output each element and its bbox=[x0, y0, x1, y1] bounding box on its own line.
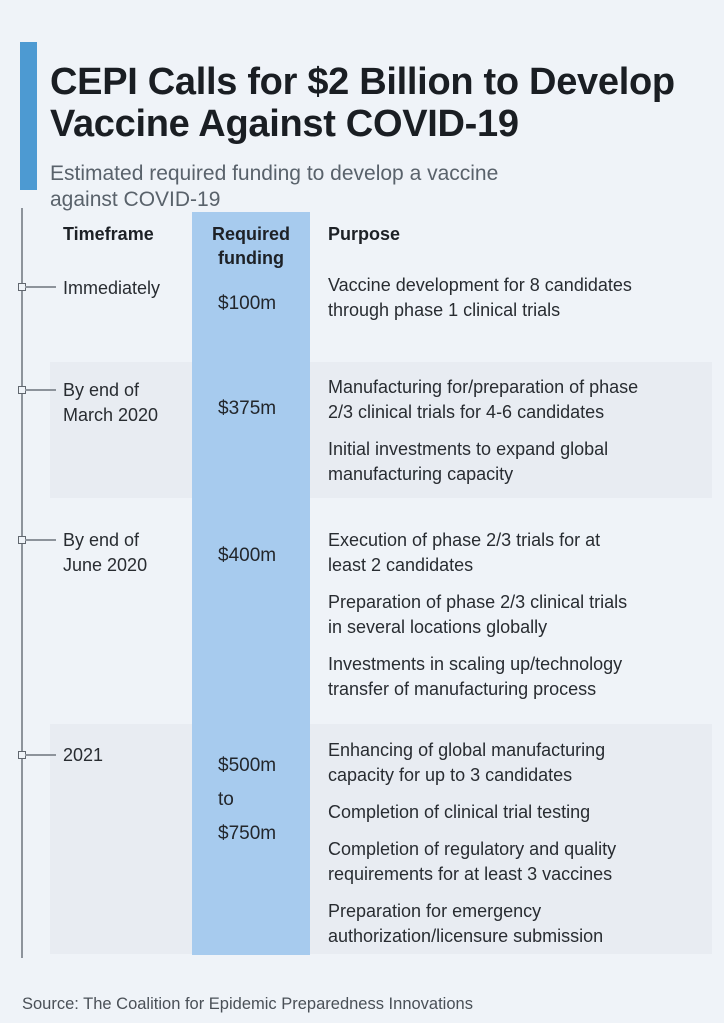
timeframe-cell: Immediately bbox=[63, 278, 161, 298]
source-text: Source: The Coalition for Epidemic Prepa… bbox=[22, 995, 473, 1013]
purpose-item: Preparation for emergency authorization/… bbox=[328, 901, 604, 946]
funding-cell: $500m to $750m bbox=[218, 755, 277, 844]
funding-column-highlight bbox=[192, 212, 310, 955]
purpose-item: Manufacturing for/preparation of phase 2… bbox=[328, 377, 639, 422]
purpose-item: Investments in scaling up/technology tra… bbox=[328, 654, 623, 699]
timeline-connector bbox=[25, 754, 56, 756]
timeline-connector bbox=[25, 539, 56, 541]
purpose-item: Completion of regulatory and quality req… bbox=[328, 839, 617, 884]
purpose-item: Completion of clinical trial testing bbox=[328, 802, 591, 822]
purpose-item: Enhancing of global manufacturing capaci… bbox=[328, 740, 606, 785]
purpose-cell: Vaccine development for 8 candidates thr… bbox=[328, 273, 712, 323]
funding-cell: $100m bbox=[218, 293, 277, 314]
purpose-item: Preparation of phase 2/3 clinical trials… bbox=[328, 592, 628, 637]
purpose-cell: Enhancing of global manufacturing capaci… bbox=[328, 738, 712, 949]
column-header-required-funding: Required funding bbox=[211, 224, 290, 268]
timeline-connector bbox=[25, 389, 56, 391]
funding-cell: $400m bbox=[218, 545, 277, 566]
row-band bbox=[50, 362, 712, 498]
timeframe-cell: 2021 bbox=[63, 745, 104, 765]
purpose-item: Execution of phase 2/3 trials for at lea… bbox=[328, 530, 601, 575]
timeline-axis bbox=[21, 208, 23, 958]
timeline-connector bbox=[25, 286, 56, 288]
page-subtitle: Estimated required funding to develop a … bbox=[50, 162, 499, 211]
funding-cell: $375m bbox=[218, 398, 277, 419]
column-header-timeframe: Timeframe bbox=[63, 224, 154, 244]
timeframe-cell: By end of March 2020 bbox=[63, 380, 159, 425]
purpose-cell: Execution of phase 2/3 trials for at lea… bbox=[328, 528, 712, 702]
purpose-item: Vaccine development for 8 candidates thr… bbox=[328, 275, 632, 320]
row-band bbox=[50, 724, 712, 954]
accent-bar bbox=[20, 42, 37, 190]
timeframe-cell: By end of June 2020 bbox=[63, 530, 148, 575]
purpose-cell: Manufacturing for/preparation of phase 2… bbox=[328, 375, 712, 487]
page-title: CEPI Calls for $2 Billion to Develop Vac… bbox=[50, 61, 675, 146]
purpose-item: Initial investments to expand global man… bbox=[328, 439, 609, 484]
column-header-purpose: Purpose bbox=[328, 224, 401, 244]
